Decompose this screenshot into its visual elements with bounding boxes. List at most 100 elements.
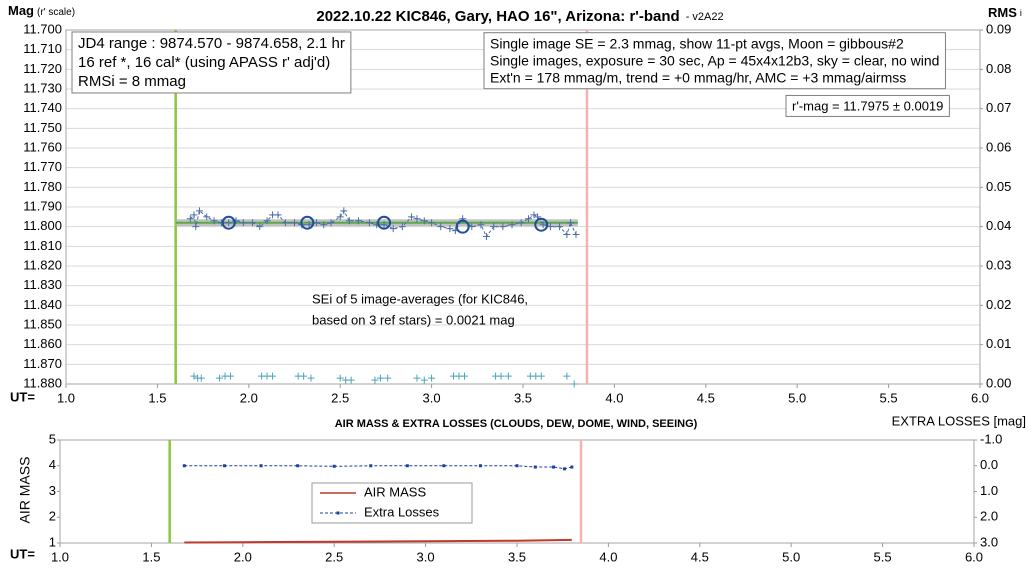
point bbox=[572, 231, 580, 239]
point bbox=[340, 207, 348, 215]
y-tick-label: 11.780 bbox=[23, 179, 62, 194]
point bbox=[291, 219, 298, 227]
point bbox=[389, 225, 397, 233]
legend-label: AIR MASS bbox=[364, 484, 426, 499]
average-point bbox=[300, 215, 315, 230]
legend-label: Extra Losses bbox=[364, 504, 440, 519]
annotation-text: Single image SE = 2.3 mmag, show 11-pt a… bbox=[490, 36, 904, 52]
plot-frame bbox=[65, 29, 981, 385]
point bbox=[296, 464, 300, 468]
annotation-text: 16 ref *, 16 cal* (using APASS r' adj'd) bbox=[78, 54, 330, 71]
y-tick-label: 11.710 bbox=[23, 41, 62, 56]
x-tick-label: 3.0 bbox=[417, 549, 435, 564]
point bbox=[428, 374, 436, 382]
point bbox=[225, 219, 233, 227]
x-label: UT= bbox=[10, 546, 35, 561]
point bbox=[413, 374, 421, 382]
point bbox=[398, 223, 406, 231]
point bbox=[497, 372, 505, 380]
y-tick-label: 2 bbox=[49, 509, 56, 524]
point bbox=[190, 372, 198, 380]
x-tick-label: 2.0 bbox=[240, 390, 258, 405]
y2-tick-label: 0.09 bbox=[986, 21, 1011, 36]
point bbox=[336, 213, 344, 221]
point bbox=[437, 223, 445, 231]
point bbox=[405, 464, 409, 468]
point bbox=[203, 213, 211, 221]
subtitle: - v2A22 bbox=[686, 11, 724, 23]
point bbox=[524, 215, 532, 223]
x-tick-label: 3.5 bbox=[508, 549, 526, 564]
average-point bbox=[221, 215, 236, 230]
annotation-text: JD4 range : 9874.570 - 9874.658, 2.1 hr bbox=[78, 35, 345, 52]
point bbox=[380, 221, 388, 229]
point bbox=[420, 376, 428, 384]
annotation: r'-mag = 11.7975 ± 0.0019 bbox=[785, 94, 950, 117]
point bbox=[195, 207, 203, 215]
x-tick-label: 3.0 bbox=[423, 390, 441, 405]
y-tick-label: 4 bbox=[49, 457, 56, 472]
y2-tick-label: 0.02 bbox=[986, 297, 1011, 312]
point bbox=[567, 219, 575, 227]
y2-tick-label: 0.05 bbox=[986, 179, 1011, 194]
point bbox=[210, 217, 218, 225]
point bbox=[274, 211, 282, 219]
annotation-box bbox=[483, 32, 946, 90]
y-tick-label: 11.730 bbox=[23, 80, 62, 95]
y2-tick-label: 2.0 bbox=[980, 509, 998, 524]
point bbox=[354, 217, 362, 225]
point bbox=[461, 372, 469, 380]
legend-box bbox=[311, 482, 473, 524]
point bbox=[227, 372, 235, 380]
y-tick-label: 11.720 bbox=[23, 61, 62, 76]
average-point bbox=[534, 217, 549, 232]
x-tick-label: 2.5 bbox=[331, 390, 349, 405]
y-tick-label: 11.750 bbox=[23, 120, 62, 135]
point bbox=[563, 467, 567, 471]
point bbox=[182, 464, 186, 468]
annotation-text: Ext'n = 178 mmag/m, trend = +0 mmag/hr, … bbox=[490, 70, 906, 86]
x-tick-label: 5.0 bbox=[782, 549, 800, 564]
y-tick-label: 11.830 bbox=[23, 277, 62, 292]
y2-tick-label: 0.04 bbox=[986, 218, 1011, 233]
point bbox=[305, 221, 313, 229]
y-tick-label: 11.840 bbox=[23, 297, 62, 312]
point bbox=[300, 372, 308, 380]
point bbox=[256, 223, 264, 231]
point bbox=[407, 213, 415, 221]
point bbox=[347, 376, 355, 384]
point bbox=[327, 219, 335, 227]
y-tick-label: 11.860 bbox=[23, 336, 62, 351]
annotation-box bbox=[785, 94, 950, 117]
y-tick-label: 5 bbox=[49, 431, 56, 446]
chart-title: AIR MASS & EXTRA LOSSES (CLOUDS, DEW, DO… bbox=[335, 418, 698, 430]
y2-tick-label: 0.08 bbox=[986, 61, 1011, 76]
title: 2022.10.22 KIC846, Gary, HAO 16", Arizon… bbox=[316, 8, 679, 25]
point bbox=[563, 372, 571, 380]
point bbox=[570, 380, 578, 388]
y2-tick-label: 0.00 bbox=[986, 375, 1011, 390]
y-tick-label: 11.810 bbox=[23, 238, 62, 253]
point bbox=[563, 231, 571, 239]
series-line bbox=[184, 465, 572, 470]
series-line bbox=[184, 538, 572, 544]
point bbox=[517, 219, 525, 227]
x-tick-label: 1.5 bbox=[148, 390, 166, 405]
plot-frame bbox=[59, 439, 975, 544]
y-tick-label: 11.870 bbox=[23, 356, 62, 371]
point bbox=[259, 464, 263, 468]
annotation: SEi of 5 image-averages (for KIC846, base… bbox=[312, 291, 528, 327]
point bbox=[556, 223, 564, 231]
y-tick-label: 11.880 bbox=[23, 375, 62, 390]
y-label: AIR MASS bbox=[17, 457, 33, 524]
y2-axis-title: RMS i bbox=[988, 5, 1022, 20]
point bbox=[369, 464, 373, 468]
x-tick-label: 1.5 bbox=[142, 549, 160, 564]
point bbox=[570, 465, 574, 469]
point bbox=[336, 374, 344, 382]
point bbox=[281, 219, 289, 227]
point bbox=[197, 374, 205, 382]
point bbox=[413, 215, 421, 223]
y2-tick-label: 0.06 bbox=[986, 139, 1011, 154]
